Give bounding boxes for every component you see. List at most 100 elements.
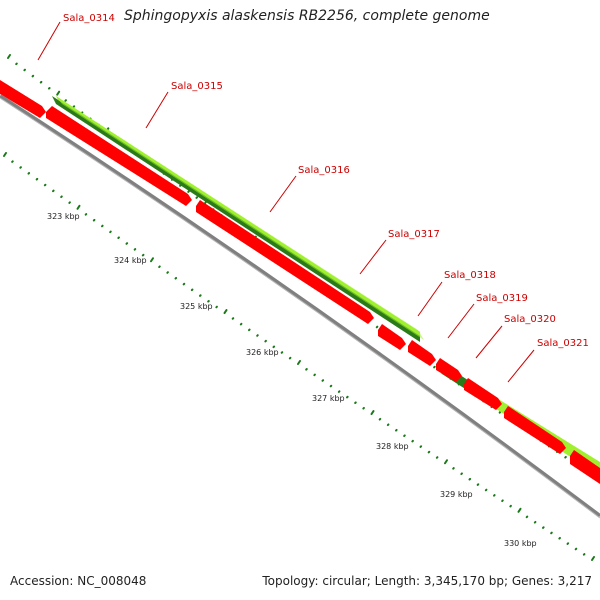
- minor-tick: [256, 334, 259, 337]
- minor-tick: [386, 423, 390, 427]
- forward-strand: [52, 96, 600, 476]
- scale-label: 330 kbp: [504, 539, 537, 548]
- gene-bar-sala-0319-red[interactable]: [436, 358, 462, 382]
- gene-bar-sala-0316-red[interactable]: [196, 200, 374, 324]
- scale-label: 324 kbp: [114, 256, 147, 265]
- gene-bar-sala-0314[interactable]: [0, 80, 46, 118]
- gene-label[interactable]: Sala_0319: [476, 293, 528, 304]
- backbone-inner: [0, 97, 600, 519]
- minor-tick: [433, 365, 436, 369]
- minor-tick: [11, 160, 14, 163]
- minor-tick: [27, 172, 31, 175]
- gene-labels: Sala_0314 Sala_0315 Sala_0316 Sala_0317 …: [63, 13, 589, 349]
- minor-tick: [207, 299, 210, 303]
- minor-tick: [101, 224, 104, 228]
- minor-tick: [329, 384, 333, 388]
- minor-tick: [403, 434, 406, 438]
- minor-tick: [460, 472, 463, 476]
- minor-tick: [199, 294, 202, 297]
- minor-tick: [550, 531, 553, 535]
- minor-tick: [158, 265, 161, 269]
- minor-tick: [337, 390, 341, 393]
- gene-label[interactable]: Sala_0315: [171, 81, 223, 92]
- reverse-strand: [0, 80, 600, 484]
- minor-tick: [362, 406, 365, 410]
- minor-tick: [231, 317, 235, 320]
- gene-label[interactable]: Sala_0316: [298, 165, 350, 176]
- minor-tick: [346, 395, 349, 399]
- major-tick: [223, 309, 228, 315]
- minor-tick: [288, 356, 292, 360]
- minor-tick: [468, 477, 472, 481]
- major-tick: [56, 90, 61, 96]
- minor-tick: [35, 177, 39, 181]
- major-tick: [150, 257, 154, 263]
- minor-tick: [60, 195, 63, 199]
- minor-tick: [52, 189, 55, 193]
- major-tick: [591, 556, 595, 561]
- major-tick: [370, 410, 375, 416]
- scale-label: 326 kbp: [246, 348, 279, 357]
- gene-bar-sala-0315[interactable]: [52, 96, 420, 342]
- minor-tick: [19, 166, 22, 169]
- minor-tick: [427, 450, 431, 454]
- gene-label-lines: [37, 21, 535, 383]
- minor-tick: [419, 445, 423, 448]
- minor-tick: [582, 553, 586, 556]
- gene-label[interactable]: Sala_0314: [63, 13, 115, 24]
- scale-labels: 323 kbp 324 kbp 325 kbp 326 kbp 327 kbp …: [47, 212, 537, 548]
- minor-tick: [411, 439, 414, 443]
- minor-tick: [133, 248, 137, 251]
- minor-tick: [141, 253, 145, 257]
- minor-tick: [72, 105, 76, 108]
- minor-tick: [43, 183, 47, 187]
- scale-label: 323 kbp: [47, 212, 80, 221]
- minor-tick: [39, 80, 43, 84]
- minor-tick: [92, 218, 96, 222]
- minor-tick: [272, 345, 276, 349]
- minor-tick: [23, 68, 26, 72]
- gene-label[interactable]: Sala_0321: [537, 338, 589, 349]
- minor-tick: [68, 201, 71, 204]
- minor-tick: [321, 379, 325, 382]
- scale-ticks: [3, 152, 595, 561]
- gene-label[interactable]: Sala_0318: [444, 270, 496, 281]
- gene-bar-sala-0316[interactable]: [56, 96, 424, 340]
- scale-label: 327 kbp: [312, 394, 345, 403]
- scale-label: 325 kbp: [180, 302, 213, 311]
- backbone: [0, 94, 600, 518]
- minor-tick: [187, 190, 190, 193]
- minor-tick: [395, 428, 398, 432]
- minor-tick: [15, 62, 18, 66]
- major-tick: [76, 204, 81, 210]
- gene-label[interactable]: Sala_0317: [388, 229, 440, 240]
- minor-tick: [239, 322, 243, 326]
- minor-tick: [31, 74, 35, 78]
- minor-tick: [280, 351, 284, 354]
- minor-tick: [564, 455, 567, 459]
- topology-text: Topology: circular; Length: 3,345,170 bp…: [262, 574, 592, 588]
- gene-bar-sala-0321-red[interactable]: [504, 406, 566, 454]
- minor-tick: [166, 271, 169, 274]
- minor-tick: [566, 542, 570, 545]
- minor-tick: [378, 417, 382, 421]
- gene-bar-sala-0315-red[interactable]: [46, 106, 192, 206]
- minor-tick: [305, 368, 308, 371]
- gene-bar-sala-0320-red[interactable]: [464, 378, 502, 410]
- gene-bar-sala-0317-red[interactable]: [378, 324, 406, 350]
- minor-tick: [452, 467, 455, 470]
- minor-tick: [375, 325, 379, 329]
- major-tick: [297, 360, 301, 365]
- major-tick: [517, 507, 522, 513]
- minor-tick: [117, 236, 120, 239]
- minor-tick: [248, 328, 251, 332]
- gene-bar-sala-0322-red[interactable]: [570, 450, 600, 484]
- minor-tick: [64, 99, 67, 102]
- minor-tick: [109, 230, 112, 234]
- minor-tick: [525, 515, 529, 519]
- gene-bar-sala-0318-red[interactable]: [408, 340, 436, 366]
- gene-label[interactable]: Sala_0320: [504, 314, 556, 325]
- minor-tick: [215, 305, 218, 309]
- minor-tick: [509, 504, 512, 508]
